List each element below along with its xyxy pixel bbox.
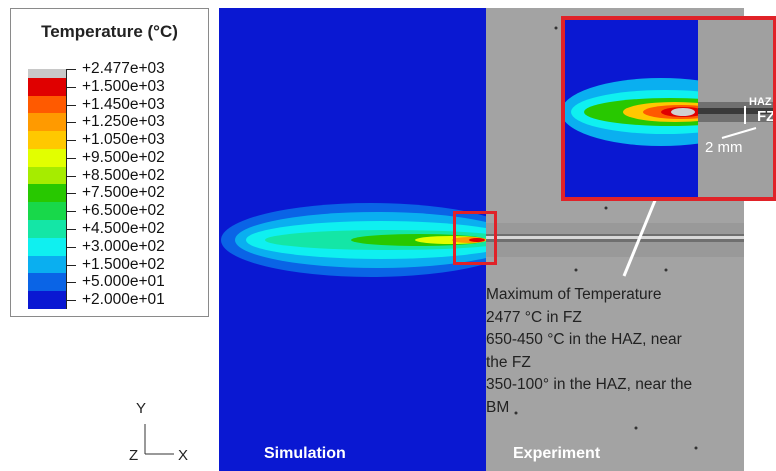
legend-tick xyxy=(67,211,76,213)
legend-tick xyxy=(67,140,76,142)
legend-tick xyxy=(67,193,76,195)
annotation-line: 350-100° in the HAZ, near the xyxy=(486,376,693,393)
zoom-region-box xyxy=(453,211,497,265)
legend-swatch xyxy=(28,166,66,185)
annotation-line: 650-450 °C in the HAZ, near xyxy=(486,331,682,348)
legend-label: +1.500e+02 xyxy=(82,255,165,273)
legend-label: +7.500e+02 xyxy=(82,184,165,202)
legend-tick xyxy=(67,282,76,284)
legend-label: +8.500e+02 xyxy=(82,166,165,184)
legend-swatch xyxy=(28,69,66,78)
legend-title: Temperature (°C) xyxy=(41,22,178,41)
axis-x-label: X xyxy=(178,447,189,464)
legend-tick xyxy=(67,264,76,266)
axis-y-label: Y xyxy=(136,400,147,417)
legend-label: +1.250e+03 xyxy=(82,113,165,131)
legend-label: +3.000e+02 xyxy=(82,237,165,255)
axis-triad: Y Z X xyxy=(126,400,196,466)
legend-swatch xyxy=(28,148,66,167)
legend-label: +1.500e+03 xyxy=(82,77,165,95)
legend-tick xyxy=(67,175,76,177)
plume-band-8 xyxy=(469,238,485,242)
legend-tick xyxy=(67,229,76,230)
legend-swatch xyxy=(28,237,66,256)
legend-swatch xyxy=(28,273,66,292)
legend-label: +6.500e+02 xyxy=(82,202,165,220)
legend-color-bar xyxy=(28,69,66,309)
annotation-line: 2477 °C in FZ xyxy=(486,308,582,326)
legend-label: +2.000e+01 xyxy=(82,291,165,309)
annotation-line: the FZ xyxy=(486,353,531,371)
legend-swatch xyxy=(28,291,66,309)
legend-label: +2.477e+03 xyxy=(82,60,165,77)
inset-haz-label: HAZ xyxy=(749,96,772,108)
legend-tick xyxy=(67,69,76,70)
experiment-label: Experiment xyxy=(513,445,601,462)
simulation-plume xyxy=(221,203,486,277)
simulation-label: Simulation xyxy=(264,445,346,462)
zoom-inset: HAZ FZ 2 mm xyxy=(561,16,776,201)
legend-label: +4.500e+02 xyxy=(82,220,165,237)
legend-swatch xyxy=(28,184,66,203)
inset-simulation xyxy=(565,20,698,197)
inset-fz-label: FZ xyxy=(757,108,776,125)
temperature-legend: Temperature (°C) +2.477e+03 +1.500e+03 +1.… xyxy=(10,8,209,317)
axis-z-label: Z xyxy=(129,447,139,464)
experiment-weld xyxy=(486,26,744,450)
legend-tick xyxy=(67,86,76,88)
legend-tick xyxy=(67,246,76,248)
legend-tick xyxy=(67,300,76,302)
legend-tick-line xyxy=(66,69,77,309)
legend-label: +1.050e+03 xyxy=(82,131,165,149)
legend-label: +9.500e+02 xyxy=(82,148,165,166)
legend-swatch xyxy=(28,202,66,220)
legend-swatch xyxy=(28,113,66,132)
legend-swatch xyxy=(28,95,66,114)
simulation-panel: Simulation xyxy=(219,8,486,471)
legend-swatch xyxy=(28,220,66,238)
legend-tick xyxy=(67,104,76,106)
inset-scale-label: 2 mm xyxy=(705,139,743,156)
legend-swatch xyxy=(28,255,66,274)
annotation-line: Maximum of Temperature xyxy=(486,286,662,303)
legend-swatch xyxy=(28,131,66,149)
legend-label: +1.450e+03 xyxy=(82,95,165,113)
legend-tick xyxy=(67,122,76,124)
legend-swatch xyxy=(28,77,66,96)
annotation-line: BM xyxy=(486,398,510,416)
temperature-annotation: Maximum of Temperature 2477 °C in FZ 650… xyxy=(486,284,756,419)
legend-label: +5.000e+01 xyxy=(82,273,165,291)
legend-tick xyxy=(67,157,76,159)
